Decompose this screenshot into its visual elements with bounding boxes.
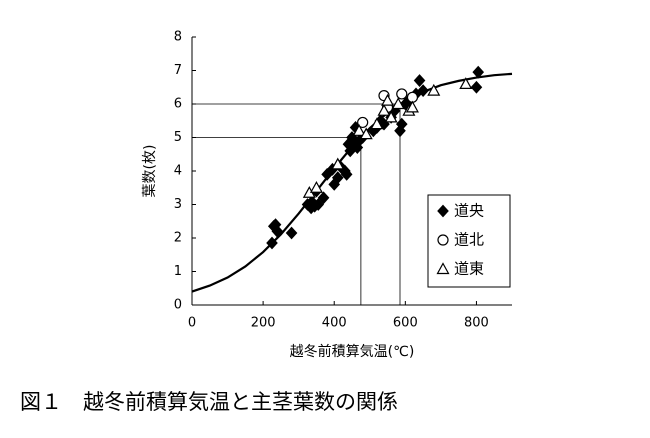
point (357, 116, 369, 129)
point (370, 117, 384, 130)
point (405, 100, 419, 113)
point (352, 124, 366, 136)
point (427, 83, 441, 96)
point (271, 224, 284, 238)
point (312, 198, 325, 211)
x-axis-label: 越冬前積算気温(℃) (290, 343, 415, 360)
legend-label: 道北 (454, 231, 484, 249)
y-tick-label: 8 (174, 30, 182, 45)
point (470, 80, 483, 94)
point (384, 110, 398, 123)
y-tick-label: 6 (174, 97, 182, 112)
legend-marker (436, 262, 450, 275)
point (317, 191, 330, 205)
y-tick-label: 3 (174, 197, 182, 212)
x-tick-label: 800 (464, 316, 489, 331)
point (395, 117, 408, 131)
legend-marker (437, 234, 449, 246)
point (417, 84, 429, 97)
point (413, 74, 426, 87)
y-tick-label: 5 (174, 130, 182, 145)
legend-marker (437, 204, 449, 218)
point (331, 171, 344, 185)
x-tick-label: 200 (251, 316, 276, 331)
point (285, 226, 298, 240)
point (377, 103, 391, 116)
legend-label: 道東 (454, 260, 484, 278)
point (459, 77, 473, 89)
point (472, 65, 485, 79)
point (309, 181, 323, 193)
y-tick-label: 1 (174, 264, 182, 279)
x-tick-label: 400 (322, 316, 347, 331)
legend-label: 道央 (454, 202, 484, 220)
point (340, 167, 353, 181)
point (381, 93, 395, 106)
point (391, 97, 405, 110)
y-axis-label: 葉数(枚) (142, 145, 158, 198)
x-tick-label: 0 (188, 316, 196, 331)
y-tick-label: 4 (174, 164, 182, 179)
point (359, 127, 373, 140)
y-tick-label: 2 (174, 231, 182, 246)
point (396, 88, 408, 100)
y-tick-label: 0 (174, 298, 182, 313)
chart-title: 図１ 越冬前積算気温と主茎葉数の関係 (20, 390, 398, 414)
point (266, 236, 278, 250)
point (331, 157, 345, 170)
x-tick-label: 600 (393, 316, 418, 331)
y-tick-label: 7 (174, 63, 182, 78)
